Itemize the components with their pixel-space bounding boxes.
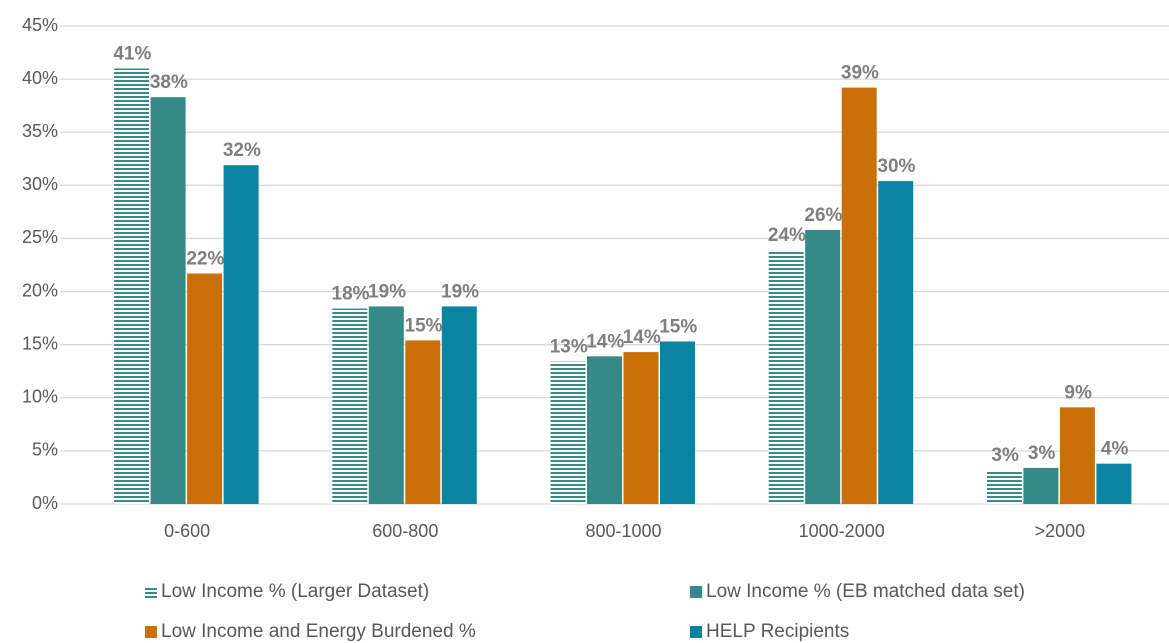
data-label: 26% [804, 205, 842, 226]
y-tick-label: 10% [22, 387, 58, 407]
data-label: 3% [1028, 443, 1056, 464]
bar [587, 356, 622, 504]
data-label: 9% [1064, 382, 1092, 403]
y-tick-label: 30% [22, 174, 58, 194]
data-label: 30% [877, 156, 915, 177]
bar [187, 273, 223, 504]
data-label: 18% [332, 284, 370, 305]
bar [114, 68, 150, 504]
bar [1059, 407, 1095, 504]
y-tick-label: 20% [22, 280, 58, 300]
data-label: 19% [368, 281, 406, 302]
bar [550, 361, 586, 504]
y-tick-label: 45% [22, 15, 58, 35]
bar [1023, 467, 1059, 504]
y-tick-label: 15% [22, 333, 58, 353]
bar [841, 87, 877, 504]
data-label: 13% [550, 337, 588, 358]
legend-label: Low Income % (EB matched data set) [706, 581, 1025, 602]
legend-swatch [690, 626, 702, 638]
legend-label: Low Income % (Larger Dataset) [161, 581, 429, 602]
y-tick-label: 5% [32, 440, 58, 460]
y-tick-label: 35% [22, 121, 58, 141]
data-label: 39% [841, 63, 879, 84]
data-label: 41% [113, 44, 151, 65]
y-tick-label: 40% [22, 68, 58, 88]
x-tick-label: 600-800 [372, 521, 438, 541]
y-tick-label: 0% [32, 493, 58, 513]
legend-label: Low Income and Energy Burdened % [161, 621, 476, 642]
bar [332, 308, 368, 504]
bar [623, 352, 659, 504]
bar [405, 340, 441, 504]
data-label: 15% [405, 315, 443, 336]
x-tick-label: >2000 [1035, 521, 1086, 541]
bar [805, 229, 841, 505]
x-tick-label: 0-600 [164, 521, 210, 541]
x-tick-label: 800-1000 [585, 521, 661, 541]
bar [878, 181, 914, 504]
bar [768, 250, 804, 504]
data-label: 38% [150, 72, 188, 93]
data-label: 3% [991, 445, 1019, 466]
bar [368, 306, 404, 504]
x-tick-label: 1000-2000 [799, 521, 885, 541]
bar [223, 165, 259, 504]
data-label: 14% [623, 327, 661, 348]
data-label: 14% [586, 331, 624, 352]
legend-swatch [145, 586, 157, 598]
data-label: 19% [441, 281, 479, 302]
y-tick-label: 25% [22, 227, 58, 247]
bar [986, 470, 1022, 504]
bar [660, 341, 695, 504]
bar [150, 97, 186, 505]
bar [1096, 463, 1132, 504]
legend-swatch [690, 586, 702, 598]
legend-label: HELP Recipients [706, 621, 849, 642]
bar [441, 306, 477, 504]
data-label: 32% [223, 140, 261, 161]
data-label: 24% [768, 225, 806, 246]
data-label: 15% [659, 316, 697, 337]
data-label: 4% [1101, 439, 1129, 460]
data-label: 22% [186, 249, 224, 270]
legend-swatch [145, 626, 157, 638]
